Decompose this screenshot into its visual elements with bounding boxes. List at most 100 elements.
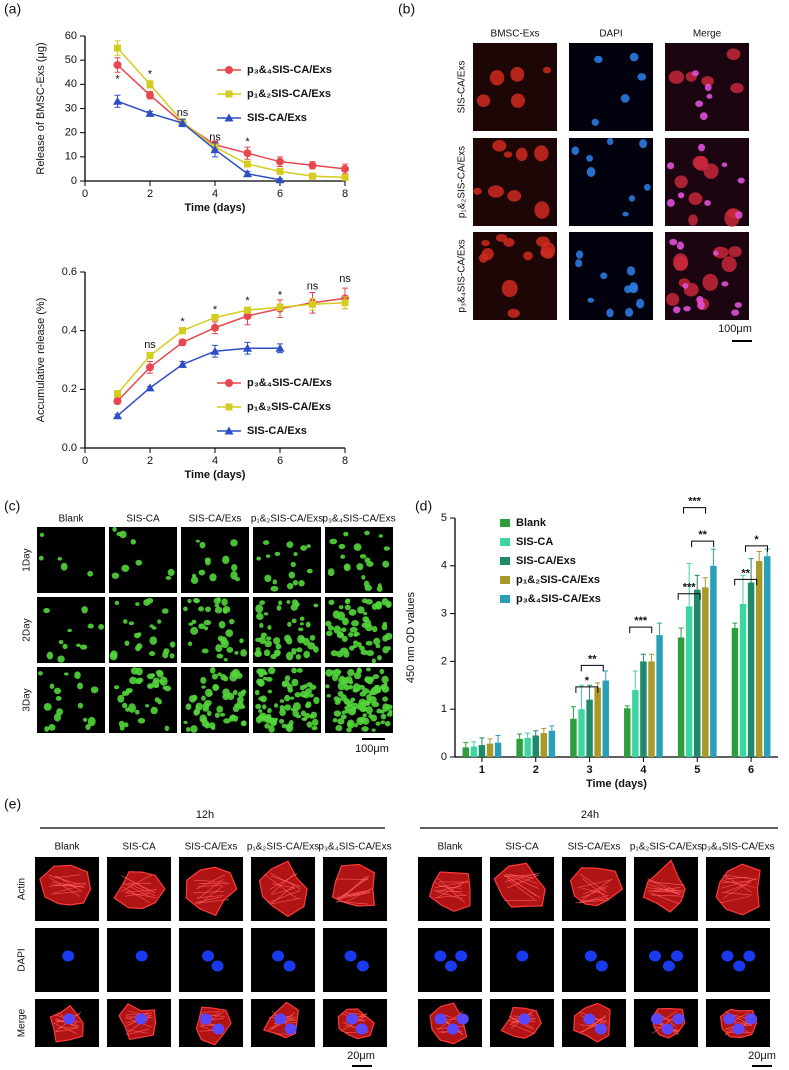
cell-blob <box>507 308 520 318</box>
cell-blob <box>62 643 68 650</box>
bar <box>470 746 478 757</box>
cell-blob <box>338 543 346 550</box>
cell-blob <box>481 240 490 247</box>
cell-blob <box>241 720 247 727</box>
cell-blob <box>227 692 235 701</box>
cell-blob <box>673 306 681 314</box>
cell-blob <box>156 670 164 678</box>
actin-fiber <box>437 891 463 900</box>
marker <box>341 173 349 181</box>
nucleus <box>202 950 215 962</box>
bar <box>755 561 763 757</box>
actin-fiber <box>725 876 749 880</box>
cell-blob <box>343 698 350 705</box>
cell-blob <box>699 112 708 121</box>
cell-blob <box>300 710 306 717</box>
nucleus <box>745 1013 758 1025</box>
bar <box>540 733 548 757</box>
cell-blob <box>187 598 192 604</box>
cell-blob <box>77 682 84 690</box>
cell-blob <box>130 667 139 675</box>
cell-blob <box>298 627 304 632</box>
error-bar <box>517 733 523 739</box>
nucleus <box>584 950 597 962</box>
nucleus <box>662 960 675 972</box>
cell-actin <box>569 867 624 907</box>
nucleus <box>211 960 224 972</box>
cell-blob <box>135 602 140 606</box>
error-bar <box>756 550 762 562</box>
cell-blob <box>87 570 94 577</box>
cell-blob <box>345 598 351 603</box>
nucleus <box>661 1023 674 1035</box>
cell-blob <box>214 603 220 608</box>
bar <box>624 708 631 757</box>
cell-blob <box>76 643 81 648</box>
cell-blob <box>273 703 279 708</box>
bar <box>640 661 647 757</box>
cell-blob <box>203 626 209 631</box>
cell-blob <box>164 725 170 731</box>
actin-fiber <box>51 891 81 895</box>
cell-blob <box>487 185 504 198</box>
cell-blob <box>728 246 742 258</box>
cell-blob <box>37 671 43 676</box>
x-tick-label: 6 <box>277 455 283 467</box>
cell-blob <box>205 606 211 613</box>
actin-fiber <box>437 1010 464 1031</box>
cell-blob <box>291 667 297 674</box>
cell-blob <box>379 668 385 675</box>
cell-blob <box>135 645 141 652</box>
cell-actin <box>258 860 308 918</box>
cell-blob <box>137 717 146 724</box>
cell-blob <box>337 611 346 621</box>
cell-blob <box>384 720 391 727</box>
actin-fiber <box>125 1028 149 1036</box>
nucleus <box>595 960 608 972</box>
significance-label: * <box>278 289 283 301</box>
legend-label: SIS-CA/Exs <box>516 555 576 567</box>
actin-fiber <box>341 889 371 897</box>
cell-blob <box>507 190 522 202</box>
cell-blob <box>216 705 224 713</box>
cell-blob <box>264 574 272 583</box>
cell-blob <box>311 718 319 726</box>
marker <box>308 161 317 170</box>
significance-bracket <box>691 540 715 548</box>
cell-blob <box>340 554 346 559</box>
cell-blob <box>128 703 137 713</box>
cell-blob <box>313 696 320 705</box>
cell-blob <box>225 629 234 638</box>
cell-blob <box>167 568 175 577</box>
column-header: SIS-CA/Exs <box>185 842 238 853</box>
legend-swatch <box>500 557 510 565</box>
x-tick-label: 5 <box>694 764 700 776</box>
nucleus <box>346 1013 359 1025</box>
cell-blob <box>203 619 212 626</box>
cell-blob <box>230 539 238 547</box>
actin-fiber <box>650 892 680 904</box>
actin-fiber <box>345 1012 367 1016</box>
significance-label: *** <box>634 615 648 627</box>
cell-blob <box>199 541 206 549</box>
scale-bar-label: 100μm <box>355 743 389 755</box>
cell-blob <box>344 604 351 611</box>
cell-blob <box>704 83 712 92</box>
cell-blob <box>345 676 353 684</box>
actin-fiber <box>196 896 222 903</box>
marker <box>276 303 284 311</box>
actin-fiber <box>575 899 610 904</box>
error-bar <box>579 684 585 710</box>
cell-blob <box>489 70 505 86</box>
legend-marker <box>224 426 234 435</box>
cell-blob <box>223 718 231 724</box>
cell-blob <box>135 559 143 566</box>
actin-fiber <box>197 885 222 887</box>
cell-blob <box>706 93 713 99</box>
cell-blob <box>353 632 359 637</box>
significance-label: * <box>754 534 759 546</box>
significance-label: ns <box>144 339 156 351</box>
actin-fiber <box>647 883 681 896</box>
cell-blob <box>85 724 91 731</box>
cell-blob <box>336 650 344 658</box>
